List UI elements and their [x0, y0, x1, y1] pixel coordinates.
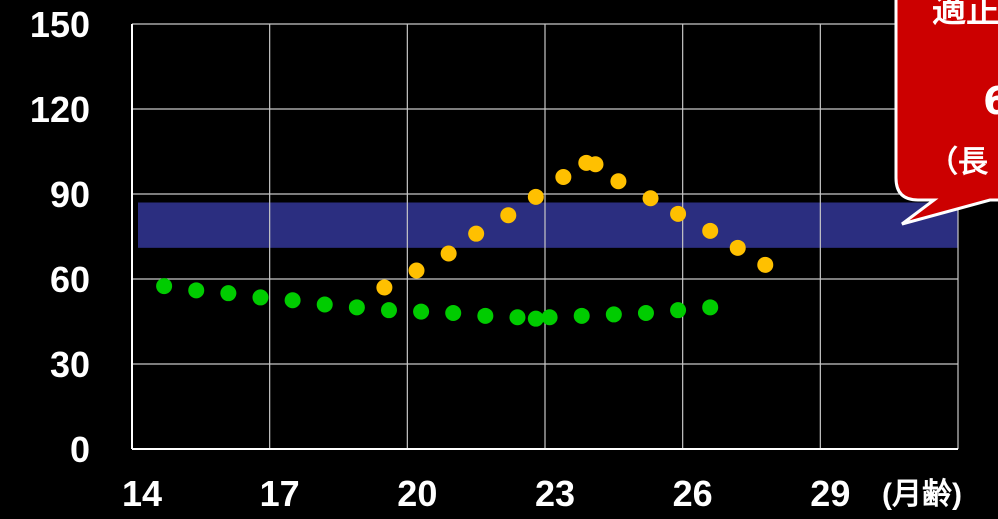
series-2 [156, 278, 719, 327]
series-2-point-15 [573, 307, 590, 324]
annotation-line-2: 6 [983, 79, 998, 123]
annotation-line-1: 適正 [932, 0, 998, 31]
y-tick-label-120: 120 [30, 89, 90, 130]
grid-lines [131, 23, 959, 450]
series-1-point-6 [527, 188, 544, 205]
y-tick-label-0: 0 [70, 429, 90, 470]
x-tick-labels: 14 17 20 23 26 29 [122, 473, 850, 514]
series-1-point-15 [757, 256, 774, 273]
annotation-line-3: （長 [928, 145, 989, 180]
series-2-point-1 [156, 278, 173, 295]
series-1-point-14 [729, 239, 746, 256]
series-2-point-3 [220, 285, 237, 302]
series-1-point-10 [610, 173, 627, 190]
series-1 [376, 154, 774, 296]
x-tick-label-26: 26 [673, 473, 713, 514]
series-layer [156, 154, 774, 327]
series-2-point-16 [605, 306, 622, 323]
series-2-point-18 [670, 302, 687, 319]
series-2-point-6 [316, 296, 333, 313]
x-tick-label-17: 17 [260, 473, 300, 514]
annotation-callout-box [894, 0, 998, 226]
y-tick-label-30: 30 [50, 344, 90, 385]
reference-band [138, 202, 958, 248]
series-2-point-11 [477, 307, 494, 324]
series-2-point-5 [284, 292, 301, 309]
x-axis-label: (月齢) [882, 477, 962, 511]
series-2-point-14 [541, 309, 558, 326]
series-1-point-9 [587, 156, 604, 173]
series-2-point-19 [702, 299, 719, 316]
x-tick-label-23: 23 [535, 473, 575, 514]
series-2-point-9 [413, 303, 430, 320]
annotation-callout: 適正 6 （長 [894, 0, 998, 226]
series-2-point-13 [527, 310, 544, 327]
series-1-point-12 [670, 205, 687, 222]
series-2-point-10 [445, 305, 462, 321]
x-tick-label-14: 14 [122, 473, 162, 514]
series-1-point-1 [376, 279, 393, 296]
series-1-point-11 [642, 190, 659, 207]
series-2-point-8 [380, 302, 397, 319]
plot-frame [131, 24, 958, 450]
series-2-point-7 [348, 299, 365, 316]
y-tick-label-60: 60 [50, 259, 90, 300]
series-1-point-5 [500, 207, 517, 224]
series-2-point-12 [509, 309, 526, 326]
series-2-point-4 [252, 289, 269, 306]
series-1-point-2 [408, 262, 425, 279]
y-tick-label-90: 90 [50, 174, 90, 215]
series-1-point-3 [440, 245, 457, 262]
series-1-point-13 [702, 222, 719, 239]
x-tick-label-20: 20 [397, 473, 437, 514]
x-tick-label-29: 29 [810, 473, 850, 514]
series-1-point-7 [555, 169, 572, 185]
series-2-point-2 [188, 282, 205, 299]
y-tick-label-150: 150 [30, 4, 90, 45]
series-2-point-17 [637, 305, 654, 321]
y-tick-labels: 0 30 60 90 120 150 [30, 4, 90, 470]
series-1-point-4 [468, 225, 485, 242]
